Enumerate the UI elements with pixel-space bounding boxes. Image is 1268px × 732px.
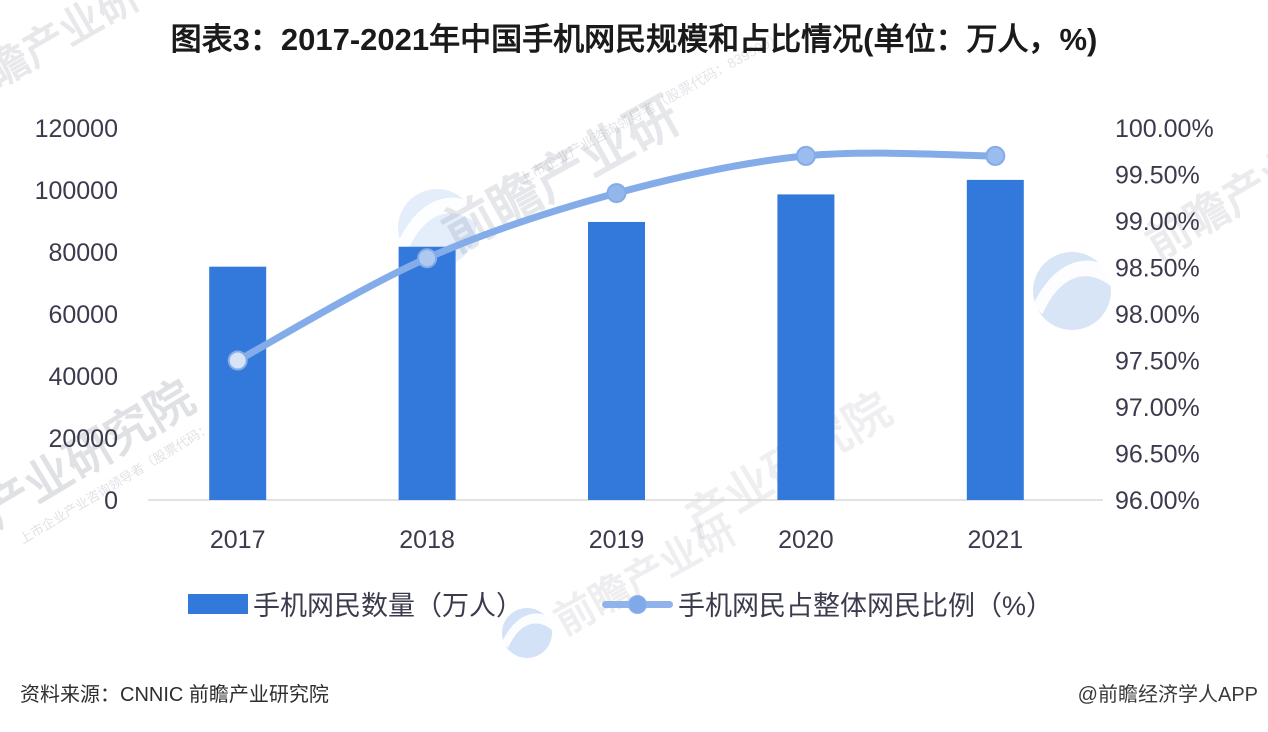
right-axis-tick-label: 96.00% xyxy=(1115,487,1200,515)
left-axis-tick-label: 20000 xyxy=(48,425,118,453)
left-axis-tick-label: 120000 xyxy=(35,115,118,143)
bar-2018 xyxy=(398,246,456,500)
right-axis-tick-label: 96.50% xyxy=(1115,441,1200,469)
legend-label-line: 手机网民占整体网民比例（%） xyxy=(678,591,1054,621)
line-series-swatch-icon xyxy=(602,594,673,614)
x-axis-tick-label: 2020 xyxy=(778,526,834,554)
attribution: @前瞻经济学人APP xyxy=(1077,684,1258,706)
source-note: 资料来源：CNNIC 前瞻产业研究院 xyxy=(20,684,329,706)
right-axis-tick-label: 98.00% xyxy=(1115,301,1200,329)
x-axis-tick-label: 2017 xyxy=(210,526,266,554)
bar-2017 xyxy=(209,266,267,500)
left-axis-tick-label: 60000 xyxy=(48,301,118,329)
ratio-point-2020 xyxy=(795,145,816,166)
legend-item-line: 手机网民占整体网民比例（%） xyxy=(602,584,1053,623)
right-axis-tick-label: 100.00% xyxy=(1115,115,1214,143)
left-axis-tick-label: 0 xyxy=(104,487,118,515)
left-axis-tick-label: 100000 xyxy=(35,177,118,205)
right-axis-tick-label: 97.00% xyxy=(1115,394,1200,422)
right-axis-tick-label: 99.50% xyxy=(1115,162,1200,190)
ratio-point-2017 xyxy=(227,350,248,371)
left-axis-tick-label: 40000 xyxy=(48,363,118,391)
bar-2020 xyxy=(777,194,835,500)
bar-2021 xyxy=(966,179,1024,500)
x-axis-tick-label: 2018 xyxy=(399,526,455,554)
bar-2019 xyxy=(588,221,645,500)
bar-series-swatch xyxy=(188,593,248,614)
ratio-point-2021 xyxy=(985,145,1006,166)
x-axis-tick-label: 2021 xyxy=(967,526,1023,554)
x-axis-tick-label: 2019 xyxy=(589,526,645,554)
legend-label-bars: 手机网民数量（万人） xyxy=(253,591,523,621)
left-axis-tick-label: 80000 xyxy=(48,239,118,267)
ratio-point-2019 xyxy=(606,183,627,204)
right-axis-tick-label: 98.50% xyxy=(1115,255,1200,283)
ratio-point-2018 xyxy=(417,248,438,269)
right-axis-tick-label: 97.50% xyxy=(1115,348,1200,376)
legend-item-bars: 手机网民数量（万人） xyxy=(188,584,523,623)
chart-title: 图表3：2017-2021年中国手机网民规模和占比情况(单位：万人，%) xyxy=(170,22,1098,57)
line-swatch-dot xyxy=(628,594,647,614)
right-axis-tick-label: 99.00% xyxy=(1115,208,1200,236)
